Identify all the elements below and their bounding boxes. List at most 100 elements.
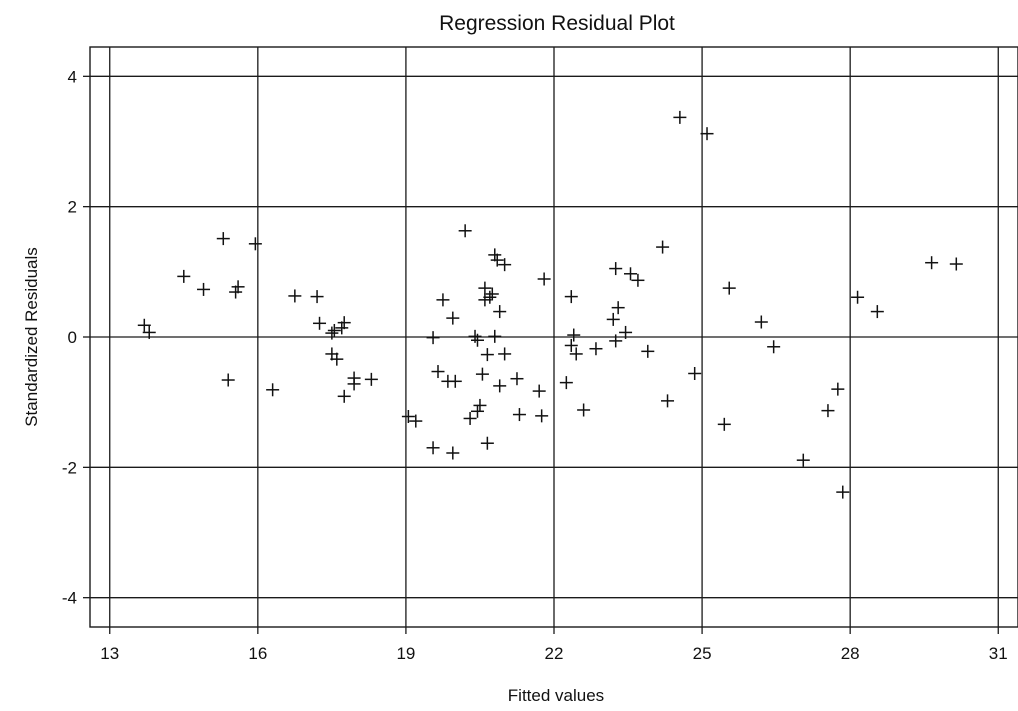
x-tick-label: 28	[841, 644, 860, 663]
data-point	[564, 290, 578, 304]
data-point	[288, 289, 302, 303]
data-point	[493, 305, 507, 319]
y-tick-label: 4	[68, 67, 77, 86]
x-tick-label: 25	[693, 644, 712, 663]
data-point	[480, 348, 494, 362]
y-tick-labels: -4 -2 0 2 4	[62, 67, 77, 607]
data-point	[641, 344, 655, 358]
x-tick-labels: 13 16 19 22 25 28 31	[100, 644, 1007, 663]
data-point	[458, 224, 472, 238]
data-point	[851, 290, 865, 304]
data-point	[337, 316, 351, 330]
data-point	[483, 290, 497, 304]
data-point	[177, 269, 191, 283]
data-point	[532, 384, 546, 398]
data-point	[216, 232, 230, 246]
data-point	[409, 414, 423, 428]
data-point	[470, 333, 484, 347]
data-point	[431, 365, 445, 379]
data-point	[577, 403, 591, 417]
x-axis-label: Fitted values	[508, 686, 604, 705]
data-point	[569, 347, 583, 361]
data-point	[335, 321, 349, 335]
data-point	[337, 389, 351, 403]
y-tick-label: 2	[68, 198, 77, 217]
data-point	[310, 290, 324, 304]
gridlines	[90, 47, 1018, 627]
data-point	[700, 127, 714, 141]
data-point	[470, 404, 484, 418]
data-point	[870, 305, 884, 319]
data-point	[498, 347, 512, 361]
data-point	[510, 372, 524, 386]
data-point	[589, 342, 603, 356]
data-point	[426, 331, 440, 345]
data-point	[796, 453, 810, 467]
data-point	[480, 436, 494, 450]
data-point	[266, 383, 280, 397]
data-point	[609, 334, 623, 348]
data-point	[567, 328, 581, 342]
data-point	[656, 240, 670, 254]
y-axis-label: Standardized Residuals	[22, 247, 41, 427]
data-point	[722, 281, 736, 295]
data-point	[401, 410, 415, 424]
data-point	[688, 366, 702, 380]
data-point	[488, 248, 502, 262]
data-point	[717, 417, 731, 431]
data-point	[821, 404, 835, 418]
data-point	[221, 373, 235, 387]
data-point	[137, 318, 151, 332]
data-point	[754, 315, 768, 329]
data-point	[364, 372, 378, 386]
data-point	[475, 367, 489, 381]
data-point	[426, 441, 440, 455]
plot-frame	[89, 46, 1018, 628]
x-tick-label: 31	[989, 644, 1008, 663]
data-point	[619, 325, 633, 339]
x-tick-label: 19	[396, 644, 415, 663]
data-point	[197, 282, 211, 296]
data-point	[609, 262, 623, 276]
data-point	[836, 485, 850, 499]
data-point	[313, 316, 327, 330]
data-point	[673, 110, 687, 124]
data-point	[446, 446, 460, 460]
y-tick-label: -2	[62, 458, 77, 477]
data-point	[564, 338, 578, 352]
data-point	[624, 267, 638, 281]
chart-title: Regression Residual Plot	[439, 12, 675, 35]
data-point	[142, 325, 156, 339]
x-tick-label: 13	[100, 644, 119, 663]
data-point	[478, 281, 492, 295]
data-point	[631, 273, 645, 287]
data-point	[537, 272, 551, 286]
data-point	[498, 258, 512, 272]
data-point	[473, 398, 487, 412]
data-point	[949, 257, 963, 271]
x-tick-label: 22	[545, 644, 564, 663]
y-tick-label: -4	[62, 589, 77, 608]
x-tick-label: 16	[248, 644, 267, 663]
data-point	[493, 379, 507, 393]
data-point	[347, 377, 361, 391]
data-point	[606, 312, 620, 326]
data-point	[925, 256, 939, 270]
data-point	[325, 326, 339, 340]
data-points	[137, 110, 963, 499]
data-point	[231, 280, 245, 294]
data-point	[436, 293, 450, 307]
data-point	[485, 287, 499, 301]
data-point	[463, 411, 477, 425]
data-point	[535, 409, 549, 423]
data-point	[767, 340, 781, 354]
data-point	[490, 253, 504, 267]
data-point	[512, 408, 526, 422]
data-point	[831, 382, 845, 396]
data-point	[330, 352, 344, 366]
data-point	[611, 301, 625, 315]
data-point	[229, 285, 243, 299]
data-point	[488, 329, 502, 343]
data-point	[448, 374, 462, 388]
